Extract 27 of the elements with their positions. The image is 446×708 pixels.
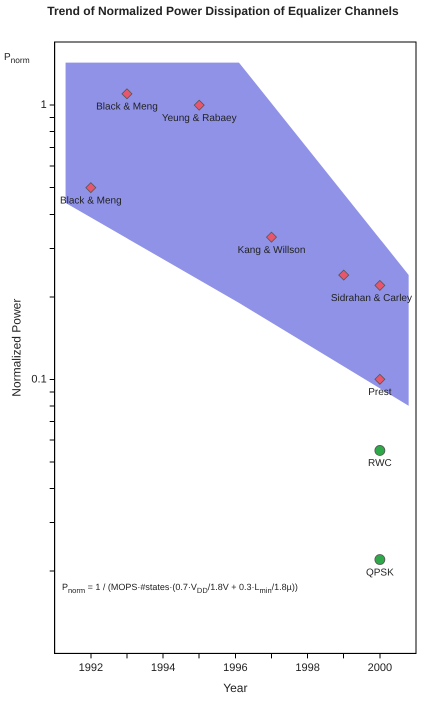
point: [85, 182, 96, 194]
y-axis-title: Normalized Power: [10, 298, 24, 397]
point: [374, 445, 386, 456]
point: [122, 88, 132, 100]
point: [374, 280, 386, 291]
x-axis-title: Year: [223, 681, 248, 696]
y-tick-label: 0.1: [31, 373, 47, 386]
x-tick-label: 1998: [295, 662, 320, 674]
annotation: Yeung & Rabaey: [162, 112, 237, 124]
point: [338, 270, 350, 280]
x-tick-label: 1992: [78, 662, 104, 674]
point: [374, 554, 386, 565]
point: [266, 232, 277, 243]
x-tick-label: 1994: [150, 662, 176, 674]
text: P$_{norm}$: [4, 52, 30, 65]
point: [194, 100, 205, 111]
annotation: RWC: [368, 458, 392, 470]
x-tick-label: 2000: [368, 662, 392, 674]
annotation: P$_{norm}$ = 1 / (MOPS·#states·(0.7·V$_{DD}$/1.8V + 0.3·L$_{min}$/1.8µ)): [62, 582, 298, 595]
point: [374, 374, 386, 385]
x-tick-label: 1996: [223, 662, 248, 674]
annotation: QPSK: [366, 567, 394, 578]
chart-title: Trend of Normalized Power Dissipation of Equalizer Channels: [46, 4, 400, 18]
annotation: Black & Meng: [96, 102, 158, 113]
annotation: Prest: [368, 387, 392, 398]
y-tick-label: 1: [40, 99, 47, 112]
annotation: Kang & Willson: [238, 244, 306, 256]
